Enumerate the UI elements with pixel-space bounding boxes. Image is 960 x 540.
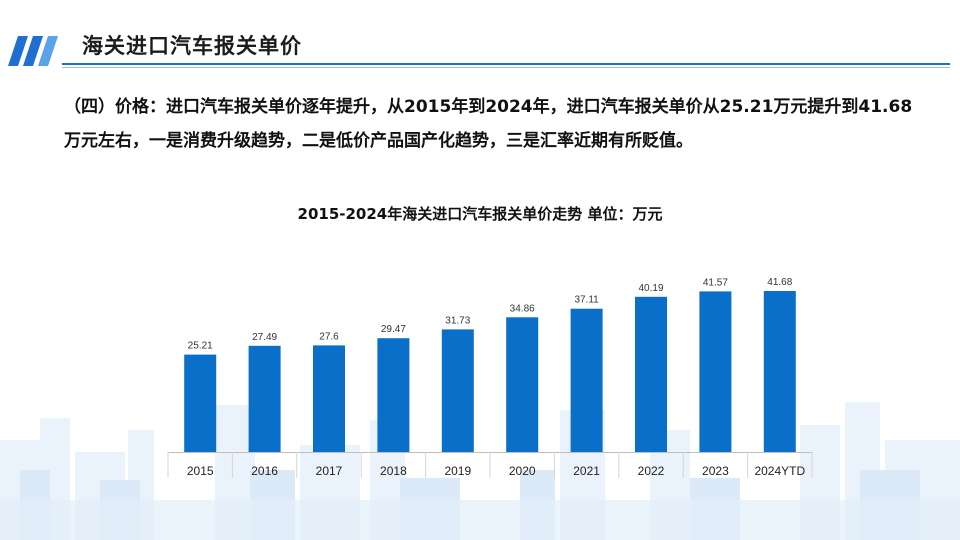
x-tick-label-2022: 2022 [638, 464, 665, 478]
data-label-2019: 31.73 [445, 315, 470, 326]
data-label-2021: 37.11 [574, 295, 599, 306]
header-divider-thin [62, 67, 950, 68]
bar-2018 [377, 338, 410, 452]
data-label-2023: 41.57 [703, 277, 728, 288]
x-tick-label-2020: 2020 [509, 464, 536, 478]
page-title: 海关进口汽车报关单价 [82, 34, 302, 58]
data-label-2018: 29.47 [381, 324, 406, 335]
x-tick-label-2021: 2021 [573, 464, 600, 478]
stripes-logo-icon [8, 36, 58, 66]
x-tick-label-2017: 2017 [316, 464, 343, 478]
data-label-2024YTD: 41.68 [767, 277, 792, 288]
x-tick-label-2018: 2018 [380, 464, 407, 478]
intro-paragraph: （四）价格：进口汽车报关单价逐年提升，从2015年到2024年，进口汽车报关单价… [64, 97, 913, 151]
bar-2022 [635, 296, 667, 452]
x-tick-label-2024YTD: 2024YTD [754, 464, 805, 478]
data-label-2022: 40.19 [638, 283, 663, 294]
x-tick-label-2019: 2019 [444, 464, 471, 478]
bar-2020 [506, 317, 539, 452]
chart-title: 2015-2024年海关进口汽车报关单价走势 单位：万元 [297, 205, 663, 223]
x-tick-label-2016: 2016 [251, 464, 278, 478]
data-label-2017: 27.6 [319, 331, 339, 342]
slide-header: 海关进口汽车报关单价 [0, 0, 960, 75]
bar-2024YTD [763, 291, 796, 452]
bar-2023 [699, 291, 732, 452]
bar-2017 [313, 345, 345, 452]
bar-2021 [570, 308, 603, 452]
bar-2019 [441, 329, 474, 452]
data-label-2015: 25.21 [188, 341, 213, 352]
x-tick-label-2023: 2023 [702, 464, 729, 478]
data-label-2020: 34.86 [510, 303, 535, 314]
bar-2016 [248, 345, 281, 452]
x-tick-label-2015: 2015 [187, 464, 214, 478]
header-divider [62, 63, 950, 65]
bar-2015 [184, 354, 217, 452]
data-label-2016: 27.49 [252, 332, 277, 343]
